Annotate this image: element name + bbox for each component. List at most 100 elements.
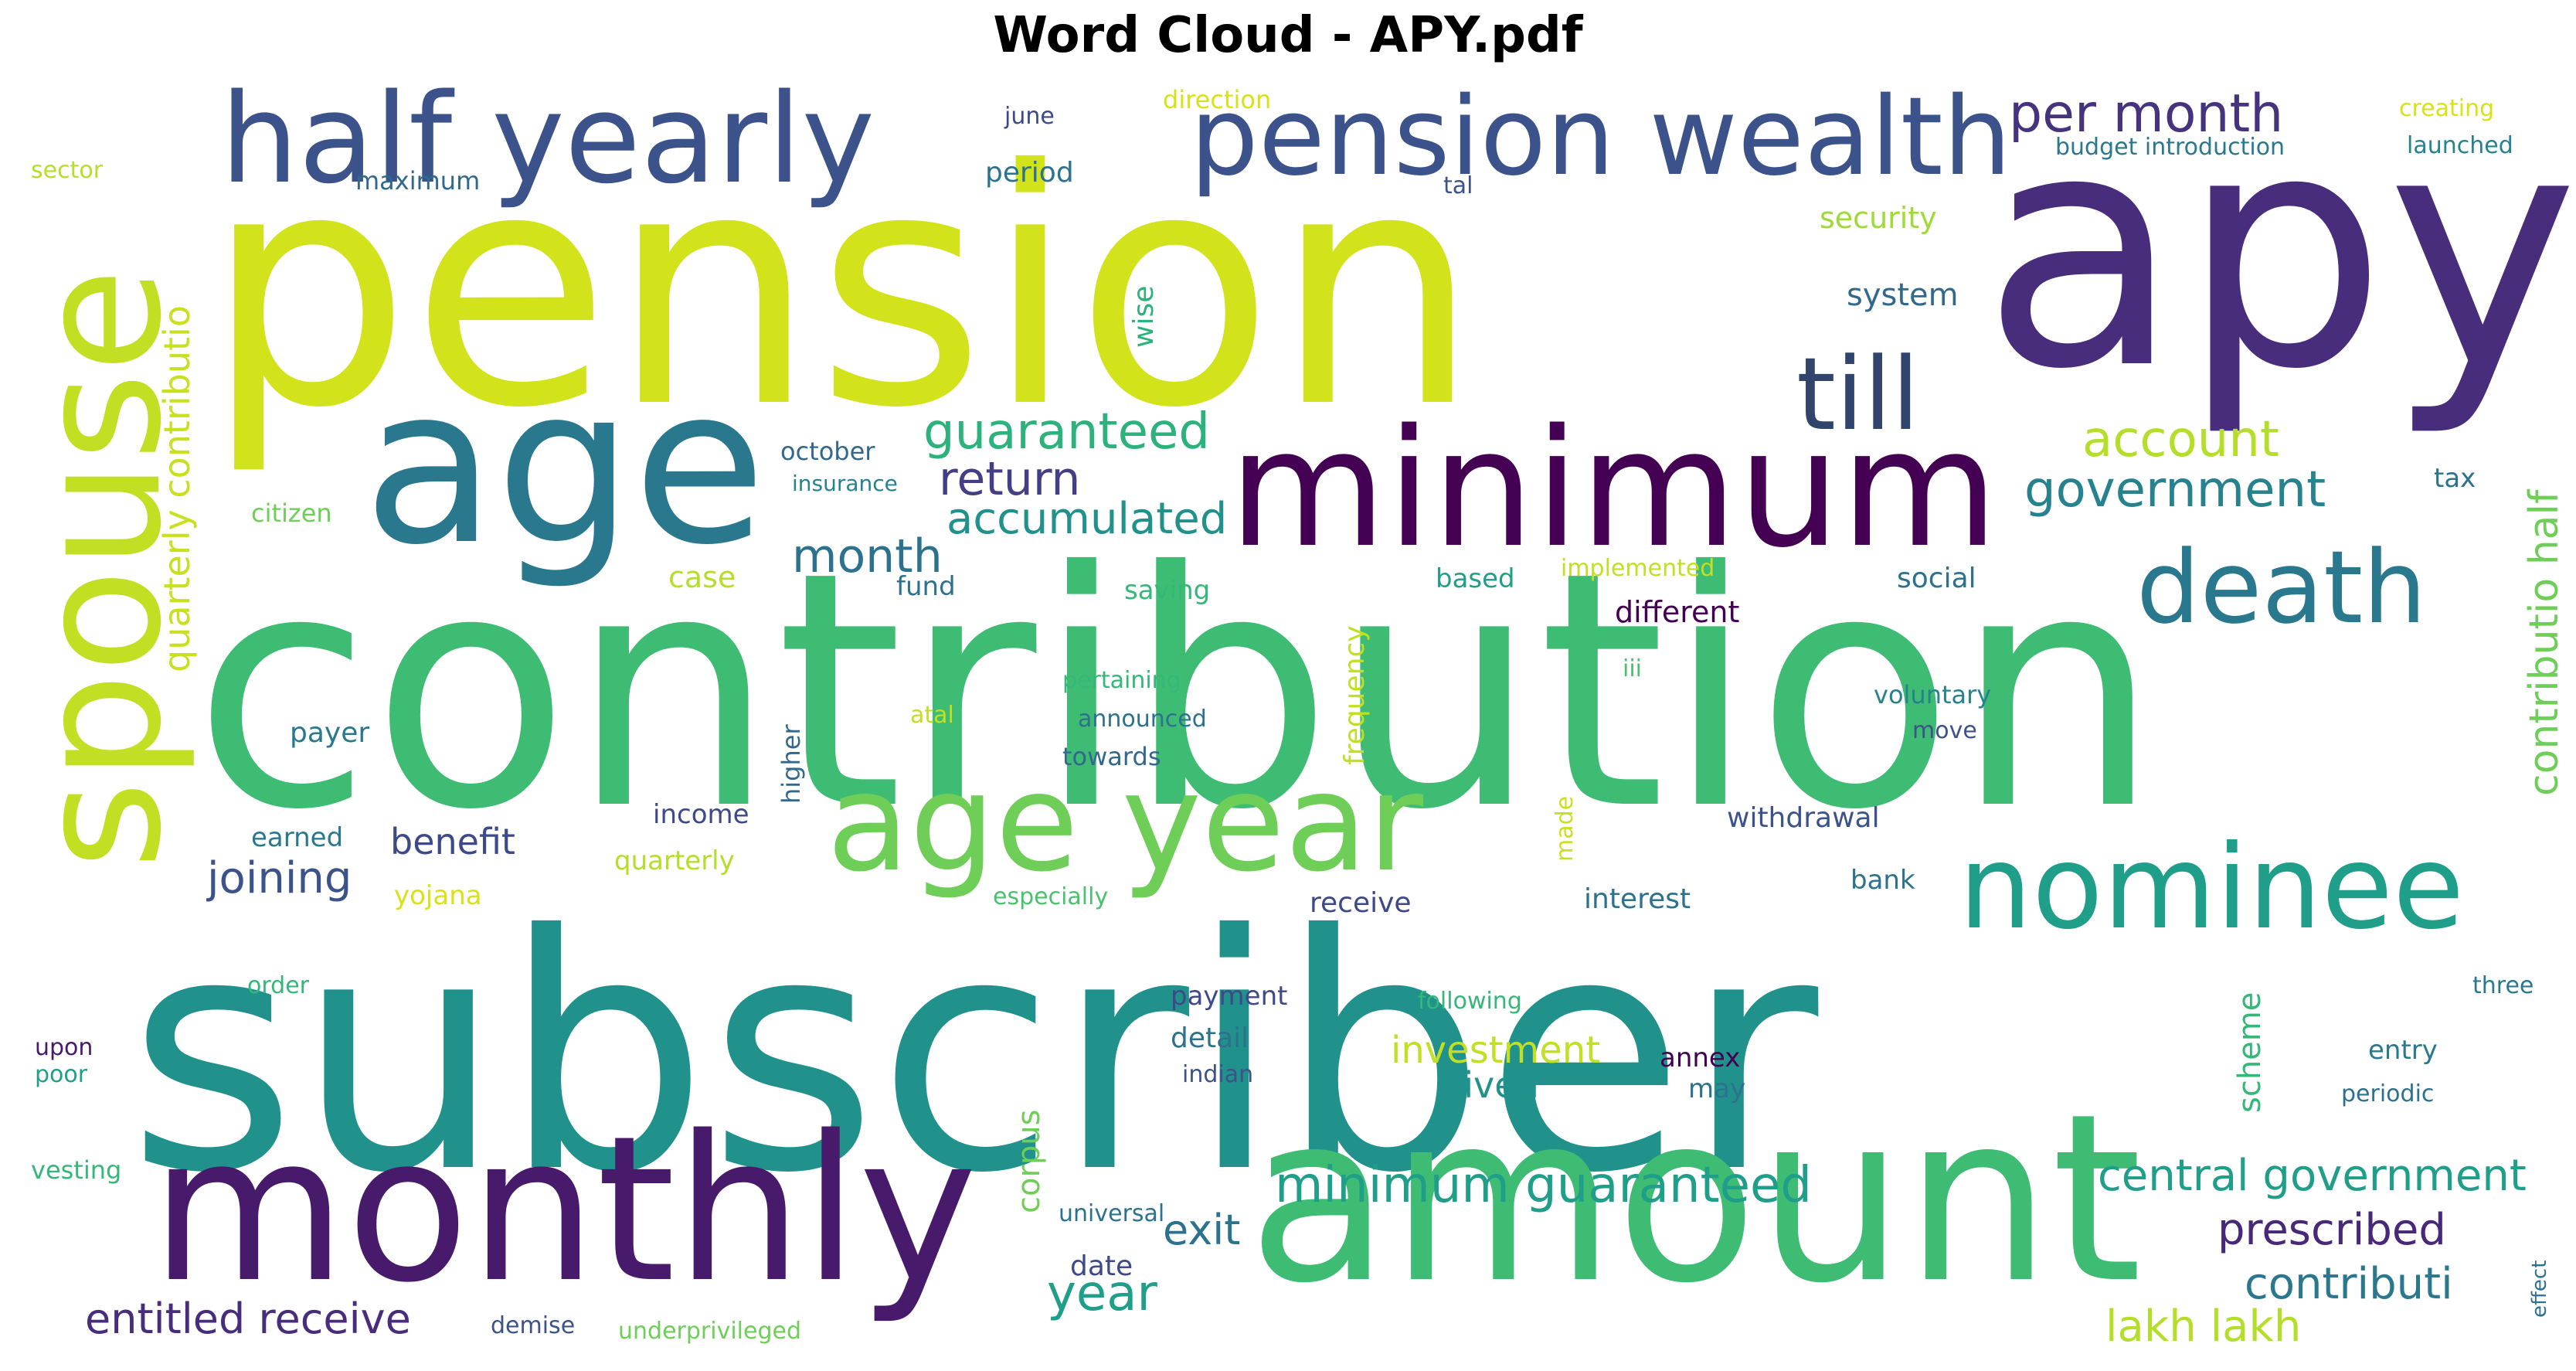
word-implemented: implemented bbox=[1561, 555, 1715, 582]
word-vesting: vesting bbox=[31, 1155, 121, 1185]
word-investment: investment bbox=[1391, 1029, 1600, 1072]
word-benefit: benefit bbox=[390, 821, 515, 862]
word-upon: upon bbox=[35, 1034, 93, 1061]
word-october: october bbox=[780, 437, 875, 466]
word-interest: interest bbox=[1584, 883, 1691, 915]
word-tal: tal bbox=[1443, 172, 1473, 199]
word-security: security bbox=[1820, 201, 1937, 235]
word-wise: wise bbox=[1128, 286, 1160, 348]
word-contributi: contributi bbox=[2245, 1259, 2453, 1309]
word-pension-wealth: pension wealth bbox=[1190, 74, 2011, 200]
word-per-month: per month bbox=[2009, 83, 2283, 145]
word-prescribed: prescribed bbox=[2217, 1205, 2446, 1255]
word-case: case bbox=[668, 560, 736, 594]
word-bank: bank bbox=[1850, 865, 1915, 896]
word-maximum: maximum bbox=[355, 166, 480, 196]
chart-title: Word Cloud - APY.pdf bbox=[993, 7, 1583, 64]
word-age-year: age year bbox=[827, 745, 1423, 902]
word-three: three bbox=[2472, 972, 2534, 999]
word-different: different bbox=[1615, 595, 1739, 629]
word-contributio-half: contributio half bbox=[2521, 488, 2568, 796]
word-death: death bbox=[2136, 529, 2427, 646]
word-joining: joining bbox=[206, 853, 352, 903]
word-spouse: spouse bbox=[1, 268, 199, 869]
word-demise: demise bbox=[491, 1312, 575, 1339]
word-exit: exit bbox=[1163, 1206, 1240, 1254]
word-central-government: central government bbox=[2098, 1151, 2527, 1201]
word-entry: entry bbox=[2368, 1035, 2438, 1066]
word-sector: sector bbox=[31, 157, 104, 184]
word-poor: poor bbox=[35, 1061, 88, 1088]
word-following: following bbox=[1418, 988, 1522, 1015]
word-based: based bbox=[1436, 563, 1515, 594]
word-periodic: periodic bbox=[2341, 1080, 2434, 1107]
word-towards: towards bbox=[1062, 742, 1161, 771]
word-monthly: monthly bbox=[151, 1094, 977, 1327]
word-launched: launched bbox=[2407, 132, 2513, 159]
word-payment: payment bbox=[1171, 981, 1287, 1012]
word-amount: amount bbox=[1248, 1064, 2143, 1334]
word-accumulated: accumulated bbox=[946, 494, 1227, 544]
word-budget-introduction: budget introduction bbox=[2055, 134, 2285, 161]
word-return: return bbox=[939, 452, 1080, 506]
word-period: period bbox=[985, 157, 1074, 189]
word-given: given bbox=[1441, 1064, 1539, 1106]
word-earned: earned bbox=[251, 822, 343, 853]
word-year: year bbox=[1047, 1265, 1157, 1322]
word-lakh-lakh: lakh lakh bbox=[2105, 1301, 2301, 1352]
word-withdrawal: withdrawal bbox=[1727, 802, 1880, 834]
word-universal: universal bbox=[1059, 1200, 1164, 1227]
word-tax: tax bbox=[2434, 463, 2476, 494]
word-minimum-guaranteed: minimum guaranteed bbox=[1275, 1157, 1812, 1214]
word-detail: detail bbox=[1171, 1022, 1249, 1054]
word-annex: annex bbox=[1660, 1043, 1740, 1073]
word-contribution: contribution bbox=[193, 503, 2160, 881]
word-quarterly-contributio: quarterly contributio bbox=[156, 305, 198, 672]
word-till: till bbox=[1796, 335, 1919, 453]
word-especially: especially bbox=[993, 883, 1108, 910]
word-minimum: minimum bbox=[1229, 394, 1999, 583]
word-insurance: insurance bbox=[792, 471, 898, 496]
word-announced: announced bbox=[1078, 706, 1207, 733]
word-nominee: nominee bbox=[1959, 821, 2464, 955]
word-effect: effect bbox=[2528, 1260, 2551, 1318]
word-iii: iii bbox=[1623, 655, 1642, 682]
word-month: month bbox=[792, 529, 943, 583]
word-saving: saving bbox=[1124, 575, 1210, 606]
word-atal: atal bbox=[910, 702, 954, 729]
word-guaranteed: guaranteed bbox=[923, 403, 1210, 461]
word-government: government bbox=[2024, 461, 2326, 519]
word-indian: indian bbox=[1182, 1061, 1253, 1088]
word-pension: pension bbox=[205, 101, 1480, 479]
word-social: social bbox=[1897, 563, 1976, 594]
word-date: date bbox=[1070, 1250, 1133, 1282]
word-creating: creating bbox=[2399, 95, 2494, 122]
word-scheme: scheme bbox=[2232, 992, 2268, 1113]
word-payer: payer bbox=[290, 717, 369, 749]
word-quarterly: quarterly bbox=[614, 845, 735, 876]
word-entitled-receive: entitled receive bbox=[85, 1294, 411, 1343]
word-voluntary: voluntary bbox=[1874, 680, 1991, 709]
word-fund: fund bbox=[896, 571, 956, 602]
word-yojana: yojana bbox=[394, 880, 482, 911]
word-apy: apy bbox=[1982, 63, 2576, 441]
word-corpus: corpus bbox=[1011, 1110, 1047, 1214]
word-subscriber: subscriber bbox=[127, 866, 1822, 1244]
word-system: system bbox=[1847, 277, 1959, 313]
word-income: income bbox=[653, 799, 749, 830]
word-underprivileged: underprivileged bbox=[618, 1318, 801, 1345]
word-half-yearly: half yearly bbox=[220, 66, 875, 211]
word-pertaining: pertaining bbox=[1062, 667, 1181, 694]
word-account: account bbox=[2082, 411, 2279, 468]
word-order: order bbox=[247, 972, 310, 999]
word-direction: direction bbox=[1163, 85, 1271, 114]
word-made: made bbox=[1551, 796, 1579, 862]
word-move: move bbox=[1912, 717, 1977, 744]
word-age: age bbox=[363, 341, 766, 593]
word-june: june bbox=[1004, 103, 1055, 130]
word-frequency: frequency bbox=[1339, 625, 1371, 765]
word-higher: higher bbox=[777, 724, 806, 804]
word-citizen: citizen bbox=[251, 498, 332, 528]
word-receive: receive bbox=[1310, 887, 1412, 919]
